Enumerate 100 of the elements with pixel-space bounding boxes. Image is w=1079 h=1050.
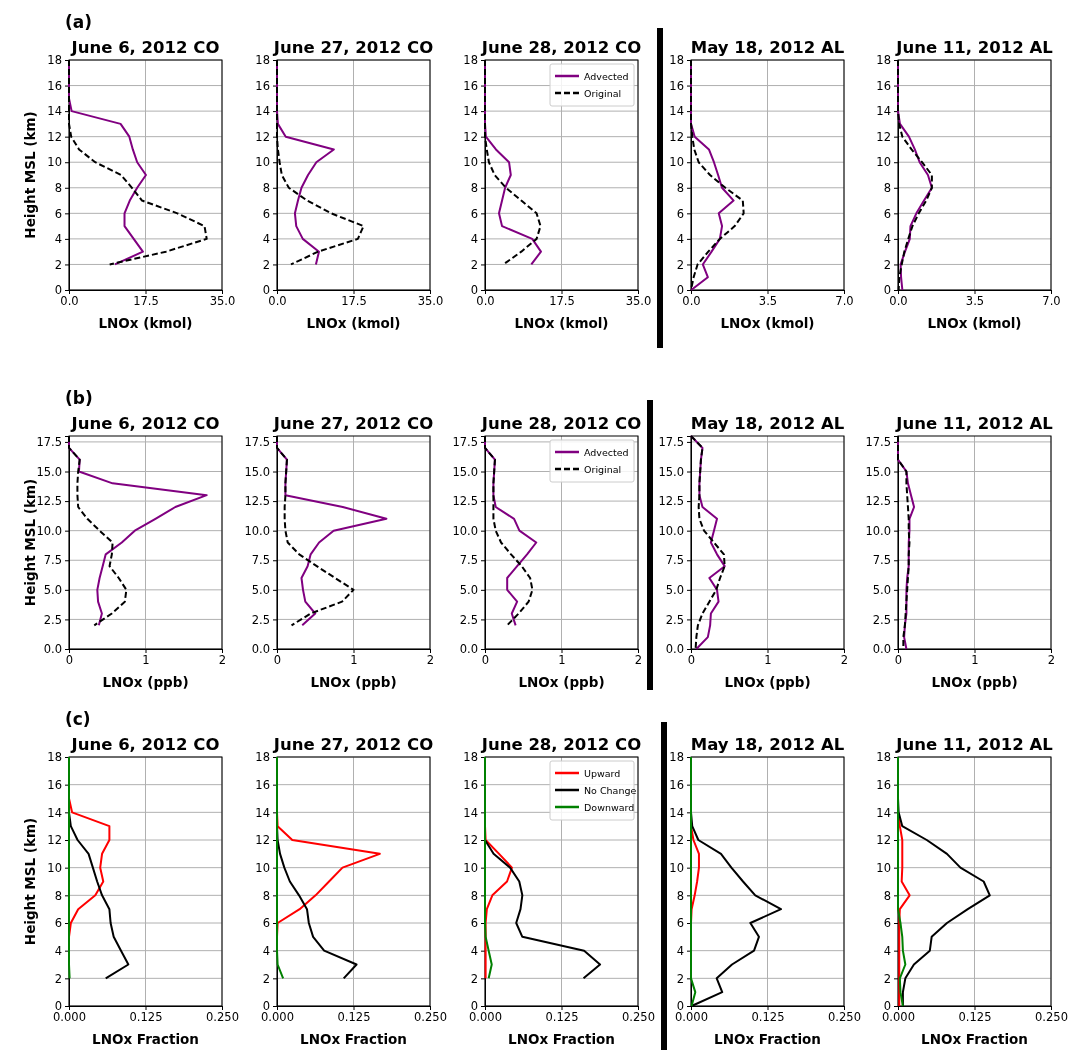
- y-tick-label: 10: [669, 155, 684, 170]
- y-tick-label: 10: [255, 155, 270, 170]
- y-tick-label: 2: [54, 971, 62, 986]
- y-tick-label: 0: [883, 283, 891, 298]
- y-tick-label: 17.5: [452, 435, 478, 450]
- y-tick-label: 12.5: [36, 494, 62, 509]
- y-tick-label: 2: [470, 257, 478, 272]
- x-tick-label: 0: [273, 653, 282, 668]
- x-tick-label: 1: [764, 653, 772, 668]
- y-tick-label: 10.0: [865, 523, 891, 538]
- y-tick-label: 12: [47, 129, 62, 144]
- y-axis-title: Height MSL (km): [22, 817, 38, 946]
- y-axis-title: Height MSL (km): [22, 111, 38, 239]
- chart-title: June 28, 2012 CO: [480, 735, 642, 754]
- x-tick-label: 0.250: [1035, 1010, 1068, 1025]
- y-tick-label: 2.5: [665, 612, 684, 627]
- y-tick-label: 16: [47, 777, 62, 792]
- y-tick-label: 16: [876, 777, 891, 792]
- y-tick-label: 8: [262, 180, 270, 195]
- x-tick-label: 0.125: [129, 1010, 163, 1025]
- y-tick-label: 12: [876, 129, 891, 144]
- y-tick-label: 10.0: [244, 523, 270, 538]
- y-tick-label: 12: [255, 129, 270, 144]
- y-tick-label: 4: [676, 943, 684, 958]
- y-tick-label: 7.5: [872, 553, 891, 568]
- y-tick-label: 10.0: [658, 523, 684, 538]
- x-tick-label: 0: [687, 653, 696, 668]
- y-tick-label: 8: [54, 180, 62, 195]
- x-tick-label: 0: [481, 653, 490, 668]
- legend-label: No Change: [584, 784, 637, 796]
- y-tick-label: 12: [669, 833, 684, 848]
- y-tick-label: 8: [676, 888, 684, 903]
- y-tick-label: 14: [47, 104, 62, 119]
- y-tick-label: 12: [876, 833, 891, 848]
- y-tick-label: 10: [47, 860, 62, 875]
- y-tick-label: 16: [463, 777, 478, 792]
- y-tick-label: 2: [262, 257, 270, 272]
- y-tick-label: 18: [255, 53, 270, 68]
- x-tick-label: 0.000: [675, 1010, 708, 1025]
- x-tick-label: 35.0: [417, 294, 444, 309]
- y-tick-label: 8: [883, 888, 891, 903]
- x-tick-label: 1: [142, 653, 150, 668]
- y-tick-label: 10: [669, 860, 684, 875]
- y-tick-label: 18: [876, 53, 891, 68]
- x-axis-title: LNOx (ppb): [310, 674, 397, 690]
- y-tick-label: 6: [54, 916, 62, 931]
- x-axis-title: LNOx Fraction: [714, 1031, 821, 1047]
- x-tick-label: 3.5: [758, 294, 778, 309]
- legend-label: Upward: [584, 767, 621, 779]
- y-tick-label: 8: [883, 180, 891, 195]
- x-axis-title: LNOx Fraction: [921, 1031, 1028, 1047]
- y-tick-label: 4: [54, 943, 62, 958]
- y-tick-label: 8: [54, 888, 62, 903]
- legend-label: Original: [584, 87, 622, 99]
- chart-title: June 6, 2012 CO: [70, 38, 220, 57]
- x-axis-title: LNOx Fraction: [300, 1031, 407, 1047]
- y-tick-label: 16: [255, 78, 270, 93]
- y-tick-label: 17.5: [658, 435, 684, 450]
- chart-title: June 28, 2012 CO: [480, 38, 642, 57]
- y-tick-label: 2: [883, 971, 891, 986]
- y-tick-label: 5.0: [872, 583, 891, 598]
- text: (c): [65, 709, 91, 729]
- x-tick-label: 0.000: [469, 1010, 502, 1025]
- y-tick-label: 4: [470, 943, 478, 958]
- y-tick-label: 6: [676, 206, 684, 221]
- y-tick-label: 12: [255, 833, 270, 848]
- y-tick-label: 14: [669, 104, 684, 119]
- y-tick-label: 15.0: [452, 464, 478, 479]
- x-tick-label: 2: [634, 653, 643, 668]
- y-tick-label: 5.0: [665, 583, 684, 598]
- y-tick-label: 12: [47, 833, 62, 848]
- x-tick-label: 0.250: [622, 1010, 655, 1025]
- x-tick-label: 0: [65, 653, 74, 668]
- x-tick-label: 7.0: [835, 294, 854, 309]
- x-axis-title: LNOx (ppb): [102, 674, 189, 690]
- y-tick-label: 2: [54, 257, 62, 272]
- y-tick-label: 6: [676, 916, 684, 931]
- y-tick-label: 18: [47, 750, 62, 765]
- y-tick-label: 0.0: [872, 642, 891, 657]
- y-tick-label: 17.5: [36, 435, 62, 450]
- y-tick-label: 4: [262, 943, 270, 958]
- y-tick-label: 14: [876, 104, 891, 119]
- chart-title: May 18, 2012 AL: [690, 414, 845, 433]
- y-tick-label: 14: [463, 805, 478, 820]
- x-tick-label: 0.125: [958, 1010, 992, 1025]
- y-tick-label: 7.5: [251, 553, 270, 568]
- legend-label: Advected: [584, 70, 629, 82]
- x-axis-title: LNOx (ppb): [931, 674, 1018, 690]
- chart-title: June 11, 2012 AL: [895, 735, 1054, 754]
- y-tick-label: 8: [470, 888, 478, 903]
- x-tick-label: 7.0: [1042, 294, 1061, 309]
- y-tick-label: 6: [883, 916, 891, 931]
- x-tick-label: 0.125: [751, 1010, 785, 1025]
- y-tick-label: 16: [463, 78, 478, 93]
- y-tick-label: 15.0: [244, 464, 270, 479]
- y-tick-label: 8: [676, 180, 684, 195]
- y-tick-label: 12: [463, 129, 478, 144]
- y-tick-label: 18: [463, 53, 478, 68]
- x-axis-title: LNOx (kmol): [306, 315, 401, 331]
- y-tick-label: 2: [676, 971, 684, 986]
